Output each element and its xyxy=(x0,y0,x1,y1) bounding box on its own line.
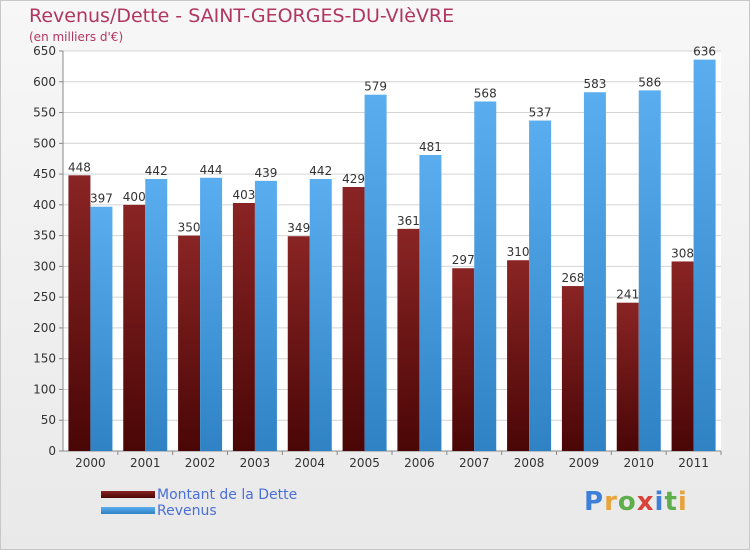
logo-letter: P xyxy=(584,487,605,517)
bar-dette xyxy=(671,261,694,451)
y-tick-label: 150 xyxy=(33,352,56,366)
x-tick-label: 2009 xyxy=(569,456,600,470)
y-tick-label: 550 xyxy=(33,106,56,120)
y-tick-label: 100 xyxy=(33,382,56,396)
data-label-revenus: 397 xyxy=(90,192,113,206)
data-label-dette: 400 xyxy=(123,190,146,204)
bar-dette xyxy=(507,260,530,451)
x-tick-label: 2008 xyxy=(514,456,545,470)
data-label-dette: 403 xyxy=(232,188,255,202)
y-tick-label: 350 xyxy=(33,229,56,243)
x-tick-label: 2006 xyxy=(404,456,435,470)
bar-dette xyxy=(178,235,201,451)
bar-dette xyxy=(397,228,420,451)
data-label-dette: 308 xyxy=(671,246,694,260)
data-label-dette: 310 xyxy=(507,245,530,259)
bar-revenus xyxy=(254,180,277,451)
x-tick-label: 2004 xyxy=(294,456,325,470)
x-tick-label: 2005 xyxy=(349,456,380,470)
data-label-dette: 361 xyxy=(397,214,420,228)
data-label-revenus: 537 xyxy=(529,106,552,120)
x-tick-label: 2001 xyxy=(130,456,161,470)
data-label-revenus: 636 xyxy=(693,45,716,59)
y-tick-label: 450 xyxy=(33,167,56,181)
x-tick-label: 2010 xyxy=(623,456,654,470)
data-label-revenus: 568 xyxy=(474,86,497,100)
data-label-revenus: 442 xyxy=(309,164,332,178)
data-label-revenus: 481 xyxy=(419,140,442,154)
bar-revenus xyxy=(419,155,442,451)
bar-dette xyxy=(616,302,639,451)
bar-revenus xyxy=(638,90,661,451)
bar-revenus xyxy=(364,94,387,451)
bar-dette xyxy=(342,187,365,451)
data-label-dette: 268 xyxy=(561,271,584,285)
logo-letter: i xyxy=(677,487,688,517)
bar-revenus xyxy=(583,92,606,451)
x-tick-label: 2002 xyxy=(185,456,216,470)
data-label-revenus: 579 xyxy=(364,80,387,94)
x-tick-label: 2003 xyxy=(240,456,271,470)
data-label-revenus: 586 xyxy=(638,75,661,89)
y-tick-label: 500 xyxy=(33,136,56,150)
chart-title: Revenus/Dette - SAINT-GEORGES-DU-VIèVRE xyxy=(29,5,455,27)
y-tick-label: 250 xyxy=(33,290,56,304)
logo-letter: x xyxy=(636,487,655,517)
logo-letter: i xyxy=(654,487,665,517)
legend-swatch-dette xyxy=(101,491,155,498)
x-tick-label: 2007 xyxy=(459,456,490,470)
legend-label-revenus: Revenus xyxy=(157,503,217,519)
data-label-revenus: 444 xyxy=(200,163,223,177)
data-label-dette: 297 xyxy=(452,253,475,267)
bar-revenus xyxy=(693,59,716,451)
bar-revenus xyxy=(90,206,113,451)
bar-revenus xyxy=(529,120,552,452)
plot-area xyxy=(63,51,721,451)
data-label-dette: 241 xyxy=(616,288,639,302)
bar-dette xyxy=(561,286,584,451)
bar-dette xyxy=(68,175,91,452)
y-tick-label: 400 xyxy=(33,198,56,212)
legend-swatch-revenus xyxy=(101,507,155,514)
logo-letter: r xyxy=(604,487,618,517)
y-tick-label: 0 xyxy=(48,444,56,458)
y-tick-label: 600 xyxy=(33,75,56,89)
y-tick-label: 50 xyxy=(41,413,56,427)
legend-label-dette: Montant de la Dette xyxy=(157,487,298,503)
bar-dette xyxy=(452,268,475,451)
x-tick-label: 2000 xyxy=(75,456,106,470)
logo-letter: t xyxy=(664,487,678,517)
data-label-revenus: 442 xyxy=(145,164,168,178)
x-tick-label: 2011 xyxy=(678,456,709,470)
y-tick-label: 200 xyxy=(33,321,56,335)
bar-revenus xyxy=(145,179,168,451)
bar-dette xyxy=(287,236,310,451)
bar-revenus xyxy=(474,101,497,451)
data-label-dette: 429 xyxy=(342,172,365,186)
bar-dette xyxy=(123,204,146,451)
y-tick-label: 650 xyxy=(33,44,56,58)
y-tick-label: 300 xyxy=(33,259,56,273)
proxiti-logo: Proxiti xyxy=(584,487,688,517)
data-label-dette: 350 xyxy=(178,221,201,235)
data-label-dette: 349 xyxy=(287,221,310,235)
bar-revenus xyxy=(309,179,332,451)
logo-letter: o xyxy=(617,487,637,517)
data-label-revenus: 583 xyxy=(583,77,606,91)
bar-revenus xyxy=(200,177,223,451)
bar-dette xyxy=(232,203,255,451)
chart-subtitle: (en milliers d'€) xyxy=(29,30,124,44)
data-label-revenus: 439 xyxy=(254,166,277,180)
data-label-dette: 448 xyxy=(68,160,91,174)
